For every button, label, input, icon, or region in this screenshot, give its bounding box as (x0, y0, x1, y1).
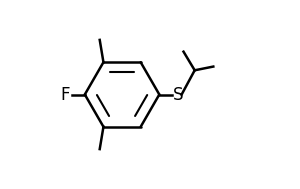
Text: S: S (173, 85, 184, 104)
Text: F: F (60, 85, 70, 104)
